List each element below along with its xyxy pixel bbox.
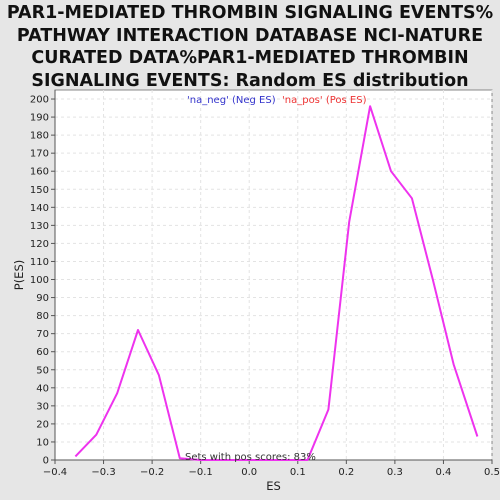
y-tick-label: 130	[30, 221, 49, 232]
chart-title: PAR1-MEDIATED THROMBIN SIGNALING EVENTS%…	[6, 3, 494, 91]
y-tick-label: 20	[36, 419, 49, 430]
y-tick-label: 140	[30, 203, 49, 214]
y-tick-label: 190	[30, 113, 49, 124]
x-tick-label: 0.5	[484, 467, 500, 478]
y-tick-label: 200	[30, 95, 49, 106]
pos-scores-annotation: Sets with pos scores: 83%	[185, 452, 316, 463]
y-tick-label: 110	[30, 257, 49, 268]
x-tick-label: 0.3	[387, 467, 403, 478]
y-tick-label: 10	[36, 437, 49, 448]
y-tick-label: 90	[36, 293, 49, 304]
y-tick-label: 40	[36, 383, 49, 394]
plot-area	[54, 89, 493, 461]
x-tick-label: 0.1	[290, 467, 306, 478]
x-tick-label: −0.2	[140, 467, 164, 478]
x-tick-label: −0.1	[189, 467, 213, 478]
y-tick-label: 0	[43, 456, 49, 467]
x-tick-label: 0.4	[435, 467, 451, 478]
y-tick-label: 160	[30, 167, 49, 178]
y-tick-label: 120	[30, 239, 49, 250]
y-axis-label: P(ES)	[12, 260, 26, 290]
y-tick-label: 180	[30, 131, 49, 142]
y-tick-label: 70	[36, 329, 49, 340]
x-tick-label: 0.2	[338, 467, 354, 478]
legend-entry-pos: 'na_pos' (Pos ES)	[282, 95, 367, 106]
y-tick-label: 50	[36, 365, 49, 376]
x-tick-label: −0.4	[43, 467, 67, 478]
y-tick-label: 170	[30, 149, 49, 160]
x-tick-label: 0.0	[241, 467, 257, 478]
y-tick-label: 100	[30, 275, 49, 286]
x-tick-label: −0.3	[91, 467, 115, 478]
y-tick-label: 80	[36, 311, 49, 322]
legend-entry-neg: 'na_neg' (Neg ES)	[187, 95, 276, 106]
series-layer	[74, 105, 479, 461]
series-line	[74, 105, 479, 461]
x-axis-label: ES	[266, 479, 281, 493]
axes: 0 10 20 30 40 50 60 70 80 90 100 110 120 130 140 150 160…	[30, 90, 500, 478]
y-tick-label: 60	[36, 347, 49, 358]
y-tick-label: 150	[30, 185, 49, 196]
y-tick-label: 30	[36, 401, 49, 412]
